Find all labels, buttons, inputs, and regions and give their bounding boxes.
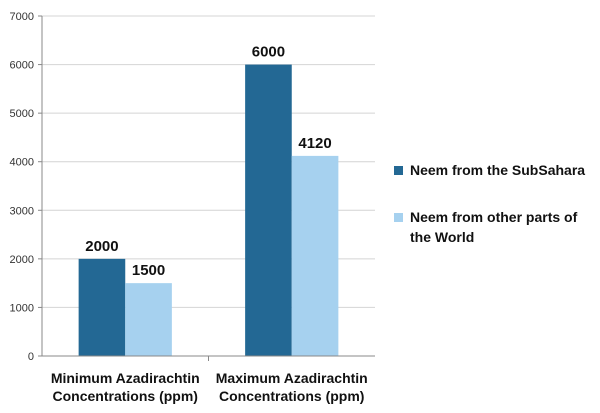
legend-label: Neem from the SubSahara bbox=[410, 162, 585, 178]
x-axis-categories: Minimum Azadirachtin Concentrations (ppm)… bbox=[51, 370, 368, 404]
data-label: 4120 bbox=[298, 135, 331, 152]
x-category-label: Concentrations (ppm) bbox=[219, 388, 364, 404]
data-label: 1500 bbox=[132, 262, 165, 279]
data-labels: 2000 1500 6000 4120 bbox=[85, 44, 331, 280]
y-tick-label: 2000 bbox=[10, 254, 34, 266]
legend: Neem from the SubSahara Neem from other p… bbox=[394, 162, 585, 245]
data-label: 2000 bbox=[85, 238, 118, 255]
y-tick-label: 7000 bbox=[10, 11, 34, 23]
y-tick-label: 1000 bbox=[10, 302, 34, 314]
bar-series1-cat0 bbox=[125, 283, 172, 356]
bar-series0-cat0 bbox=[78, 258, 126, 356]
y-tick-label: 0 bbox=[28, 351, 34, 363]
bar-series1-cat1 bbox=[291, 155, 339, 356]
y-tick-label: 3000 bbox=[10, 205, 34, 217]
y-tick-label: 6000 bbox=[10, 60, 34, 72]
y-tick-label: 5000 bbox=[10, 108, 34, 120]
legend-label: the World bbox=[410, 229, 474, 245]
data-label: 6000 bbox=[252, 44, 285, 61]
y-tick-label: 4000 bbox=[10, 157, 34, 169]
bar-series0-cat1 bbox=[245, 64, 292, 357]
bars bbox=[78, 64, 339, 357]
legend-swatch-0 bbox=[394, 166, 403, 175]
legend-swatch-1 bbox=[394, 213, 403, 222]
x-category-label: Concentrations (ppm) bbox=[53, 388, 198, 404]
axes bbox=[41, 16, 375, 361]
x-category-label: Minimum Azadirachtin bbox=[51, 370, 200, 386]
x-category-label: Maximum Azadirachtin bbox=[216, 370, 368, 386]
y-axis-ticks: 0 1000 2000 3000 4000 5000 6000 7000 bbox=[10, 11, 42, 363]
legend-label: Neem from other parts of bbox=[410, 209, 578, 225]
